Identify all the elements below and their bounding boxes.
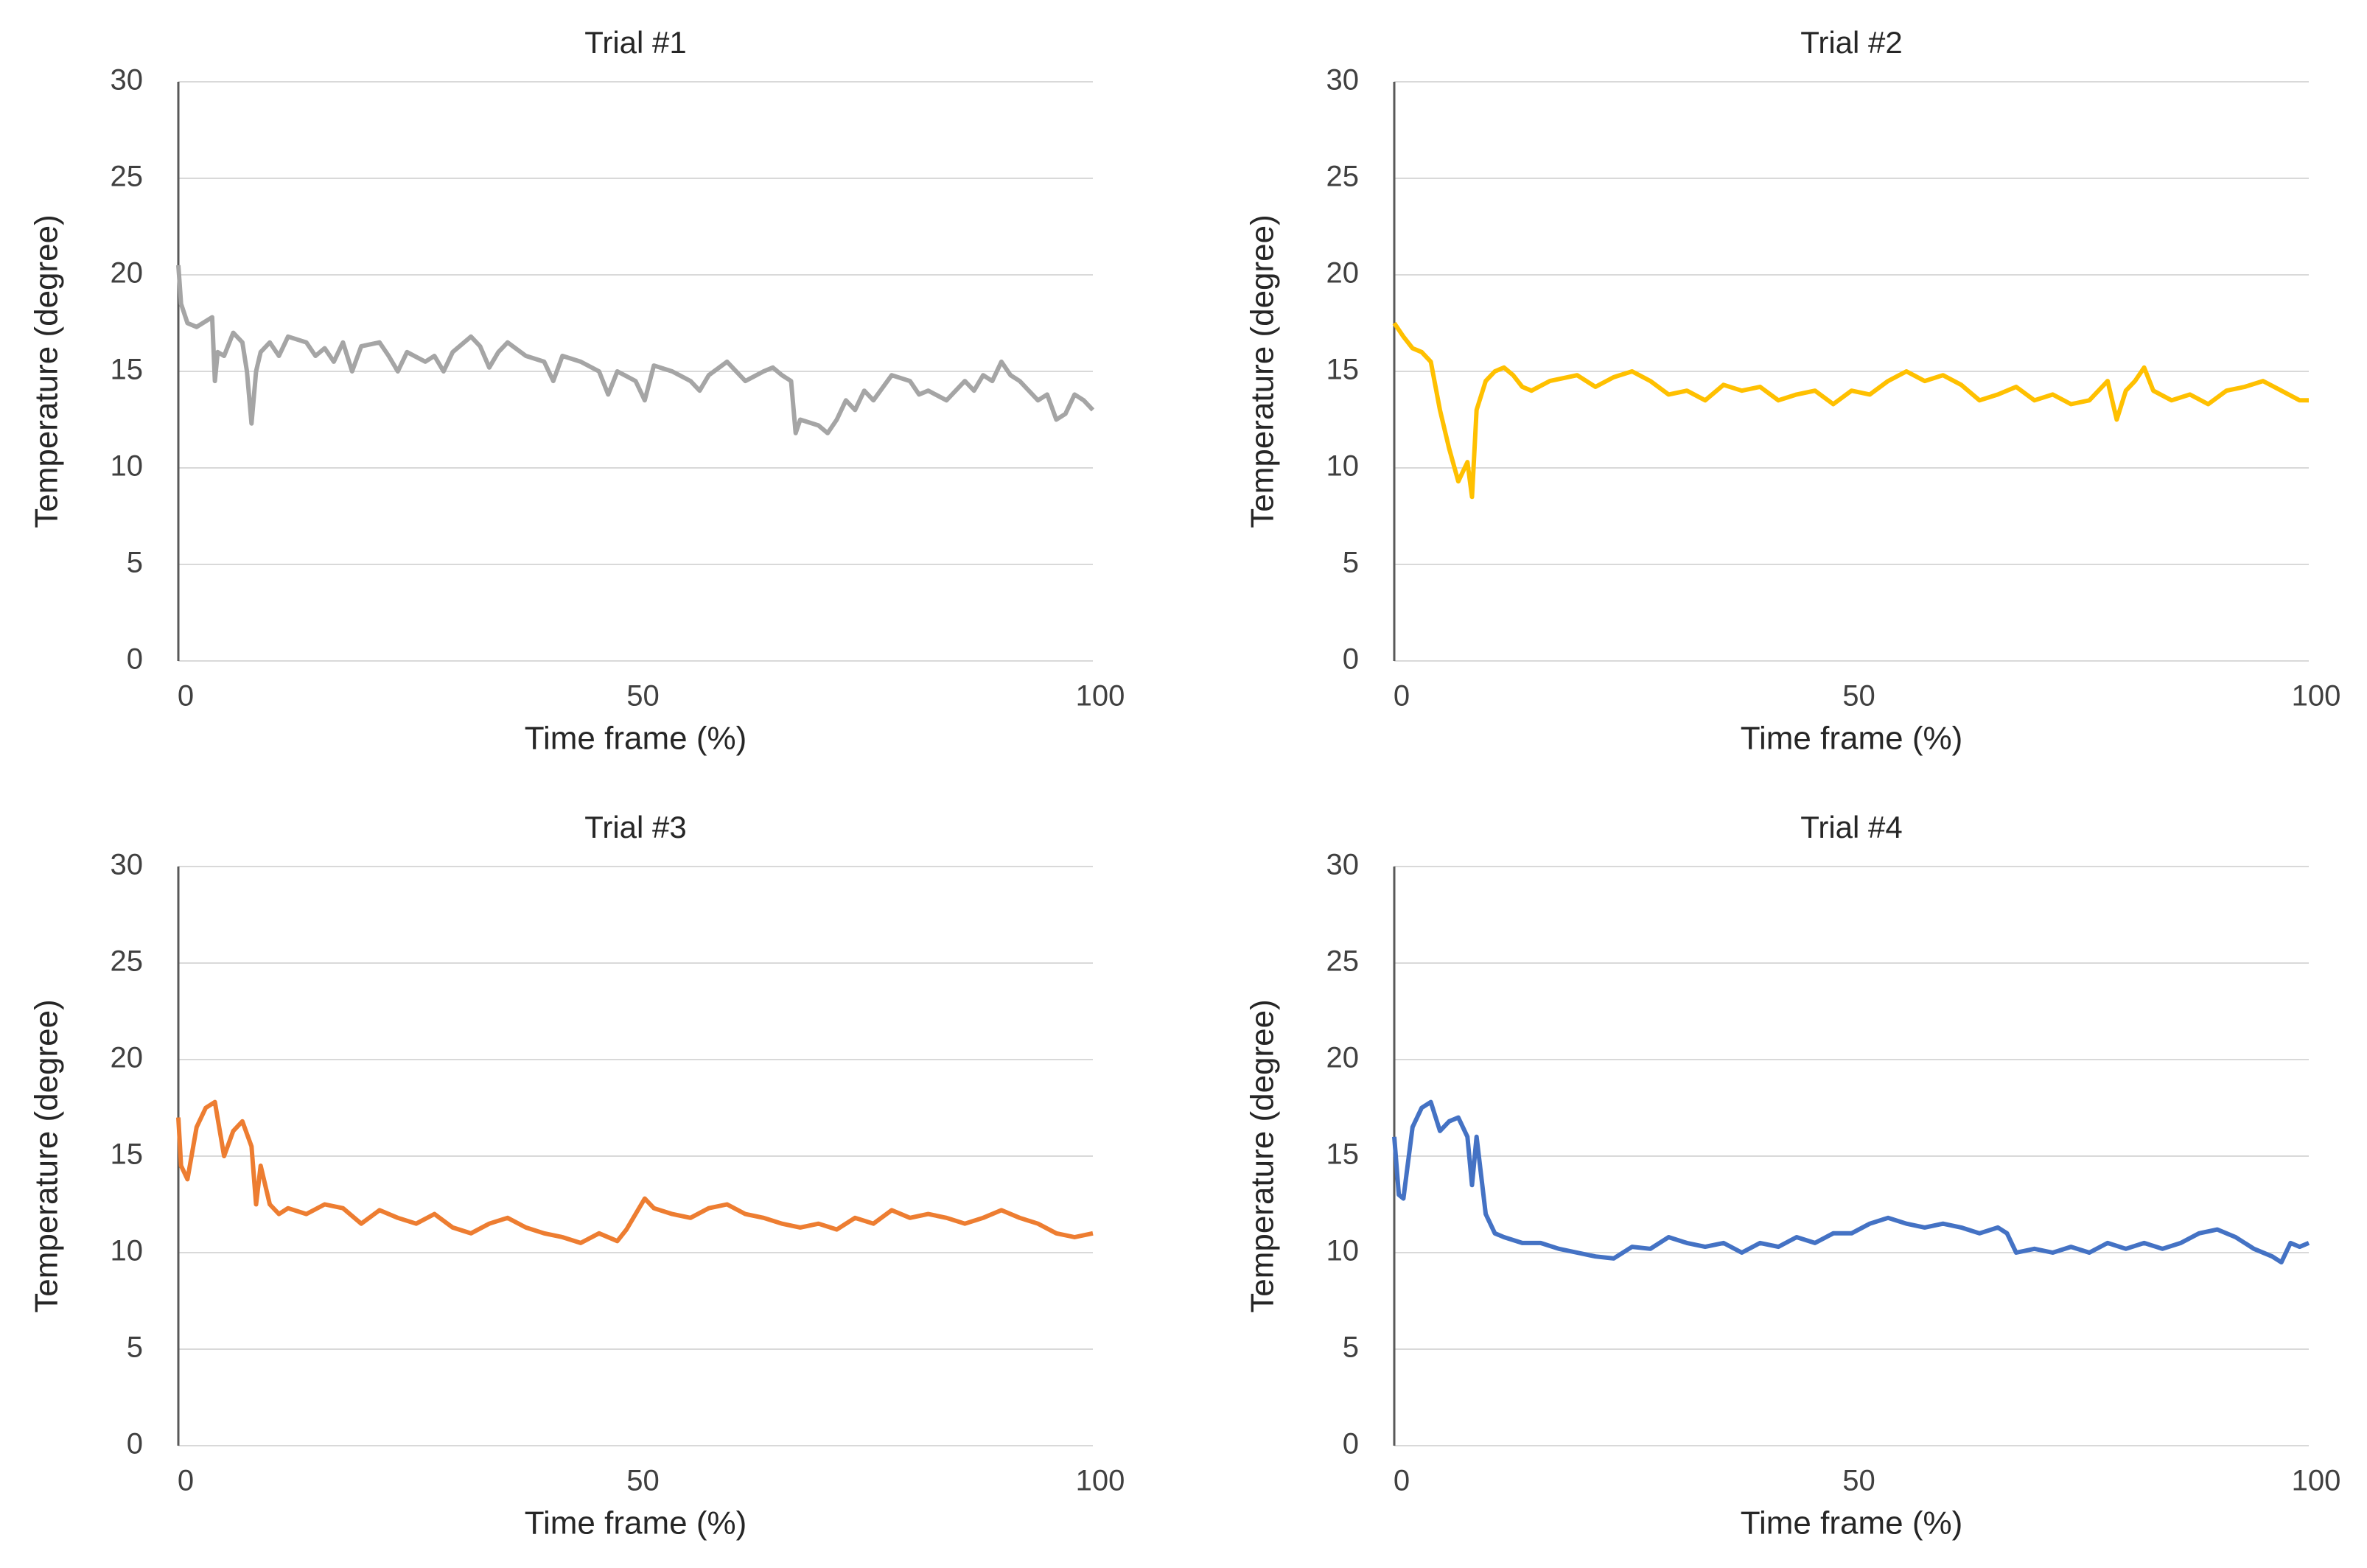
y-tick-label: 5 (127, 1331, 143, 1364)
y-tick-label: 25 (111, 161, 144, 193)
y-tick-label: 15 (111, 1138, 144, 1171)
y-tick-label: 25 (1326, 161, 1360, 193)
y-tick-label: 0 (1343, 643, 1359, 676)
chart-title: Trial #2 (1800, 25, 1903, 60)
x-axis-label: Time frame (%) (1741, 721, 1963, 757)
y-tick-label: 20 (111, 257, 144, 290)
y-tick-label: 10 (1326, 1235, 1360, 1267)
x-tick-label: 100 (1076, 1465, 1125, 1497)
y-tick-label: 15 (1326, 354, 1360, 386)
y-tick-label: 10 (111, 450, 144, 483)
y-tick-label: 30 (111, 849, 144, 881)
y-tick-label: 0 (127, 1428, 143, 1460)
x-tick-label: 100 (2292, 1465, 2341, 1497)
y-tick-label: 0 (127, 643, 143, 676)
y-tick-label: 10 (111, 1235, 144, 1267)
x-axis-label: Time frame (%) (525, 1505, 747, 1541)
y-tick-label: 5 (127, 547, 143, 579)
y-tick-label: 15 (1326, 1138, 1360, 1171)
chart-title: Trial #1 (584, 25, 687, 60)
x-tick-label: 0 (1394, 1465, 1410, 1497)
data-line (1392, 321, 2309, 500)
y-axis-label: Temperature (degree) (29, 999, 65, 1313)
x-tick-label: 100 (1076, 680, 1125, 713)
x-tick-label: 50 (626, 1465, 660, 1497)
y-tick-label: 30 (1326, 64, 1360, 97)
y-tick-label: 20 (1326, 257, 1360, 290)
y-axis-label: Temperature (degree) (1245, 214, 1281, 528)
x-tick-label: 0 (178, 680, 194, 713)
data-line (176, 1099, 1094, 1245)
x-tick-label: 50 (626, 680, 660, 713)
x-axis-label: Time frame (%) (1741, 1505, 1963, 1541)
y-tick-label: 25 (111, 945, 144, 978)
x-tick-label: 50 (1842, 1465, 1875, 1497)
x-tick-label: 100 (2292, 680, 2341, 713)
y-tick-label: 30 (1326, 849, 1360, 881)
y-tick-label: 15 (111, 354, 144, 386)
y-axis-label: Temperature (degree) (29, 214, 65, 528)
y-tick-label: 25 (1326, 945, 1360, 978)
y-tick-label: 5 (1343, 547, 1359, 579)
chart-title: Trial #4 (1800, 810, 1903, 844)
chart-title: Trial #3 (584, 810, 687, 844)
data-line (176, 265, 1095, 435)
y-tick-label: 30 (111, 64, 144, 97)
y-tick-label: 20 (1326, 1042, 1360, 1074)
x-tick-label: 50 (1842, 680, 1875, 713)
x-axis-label: Time frame (%) (525, 721, 747, 757)
data-line (1392, 1099, 2310, 1265)
x-tick-label: 0 (178, 1465, 194, 1497)
y-tick-label: 10 (1326, 450, 1360, 483)
y-axis-label: Temperature (degree) (1245, 999, 1281, 1313)
y-tick-label: 5 (1343, 1331, 1359, 1364)
y-tick-label: 0 (1343, 1428, 1359, 1460)
x-tick-label: 0 (1394, 680, 1410, 713)
y-tick-label: 20 (111, 1042, 144, 1074)
